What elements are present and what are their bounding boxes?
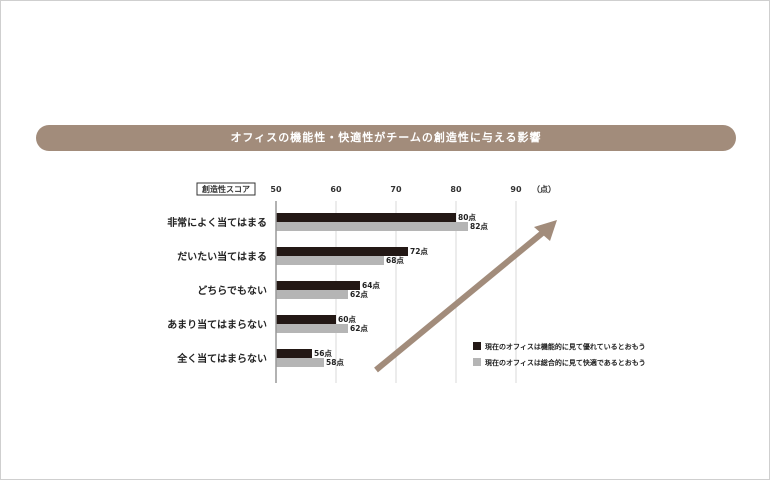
data-label: 82点 [470,221,488,231]
category-label: だいたい当てはまる [177,250,267,263]
legend-label: 現在のオフィスは総合的に見て快適であるとおもう [485,358,646,367]
tick-label: 80 [450,185,462,194]
bar-2 [276,290,348,299]
data-label: 80点 [458,212,476,222]
bar-1 [276,247,408,256]
unit-label: （点） [532,184,556,194]
category-label: あまり当てはまらない [167,318,267,331]
data-label: 56点 [314,348,332,358]
bar-1 [276,349,312,358]
tick-label: 60 [330,185,342,194]
legend-label: 現在のオフィスは機能的に見て優れているとおもう [485,342,645,351]
bar-1 [276,213,456,222]
data-label: 60点 [338,314,356,324]
tick-label: 50 [270,185,282,194]
bar-2 [276,256,384,265]
axis-label: 創造性スコア [201,184,250,194]
data-label: 68点 [386,255,404,265]
bar-1 [276,315,336,324]
bar-1 [276,281,360,290]
data-label: 58点 [326,357,344,367]
bar-2 [276,324,348,333]
tick-label: 70 [390,185,402,194]
axis-label-box [196,182,256,196]
chart-title: オフィスの機能性・快適性がチームの創造性に与える影響 [36,125,736,151]
data-label: 62点 [350,289,368,299]
tick-label: 90 [510,185,522,194]
bar-2 [276,358,324,367]
legend-swatch [473,342,481,350]
data-label: 72点 [410,246,428,256]
data-label: 62点 [350,323,368,333]
bar-2 [276,222,468,231]
category-label: 全く当てはまらない [176,352,267,365]
data-label: 64点 [362,280,380,290]
trend-arrow-head-icon [534,220,557,241]
category-label: どちらでもない [197,284,267,297]
trend-arrow-shaft [374,227,548,373]
category-label: 非常によく当てはまる [167,216,267,229]
legend-swatch [473,358,481,366]
